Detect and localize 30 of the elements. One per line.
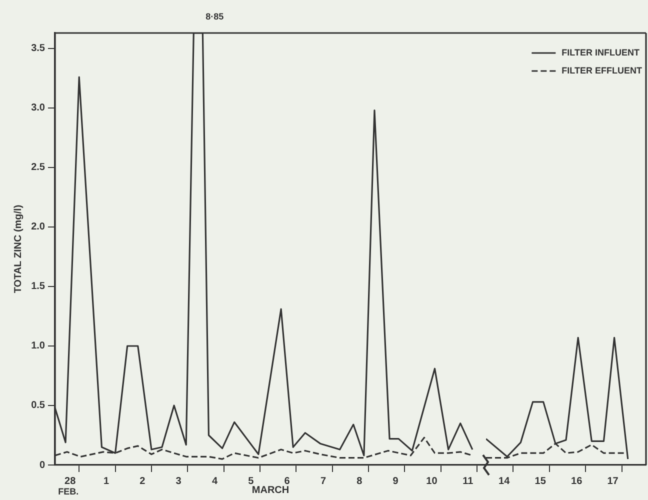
x-tick-label: 6 (284, 476, 290, 487)
y-tick-label: 0 (39, 460, 46, 471)
y-axis-title: TOTAL ZINC (mg/l) (12, 204, 24, 294)
x-tick-label: 10 (426, 476, 438, 487)
x-tick-label: 11 (462, 476, 474, 487)
y-tick-label: 2.5 (31, 162, 46, 174)
x-tick-label: 8 (356, 476, 363, 487)
y-tick-label: 1.0 (31, 340, 46, 352)
x-tick-label: 7 (320, 476, 326, 487)
x-tick-label: 17 (607, 476, 619, 487)
x-tick-label: 14 (498, 476, 510, 487)
x-tick-label: 9 (392, 476, 399, 487)
text: 8·85 (206, 11, 224, 22)
y-tick-label: 0.5 (31, 400, 46, 412)
x-tick-label: 3 (176, 476, 182, 487)
x-tick-label: 1 (103, 476, 110, 487)
y-tick-label: 3.5 (31, 43, 46, 54)
y-tick-label: 1.5 (31, 281, 46, 292)
x-tick-label: 2 (140, 476, 146, 487)
y-tick-label: 3.0 (31, 102, 46, 114)
x-tick-label: 5 (248, 476, 254, 487)
x-tick-label: 15 (534, 476, 547, 487)
x-tick-label: 28 (64, 476, 76, 487)
x-tick-label: 4 (212, 476, 218, 487)
x-axis-title: MARCH (252, 484, 290, 496)
text: FEB. (58, 486, 79, 496)
legend-label: FILTER INFLUENT (562, 47, 640, 58)
legend-label: FILTER EFFLUENT (562, 65, 643, 76)
x-tick-label: 16 (571, 476, 583, 487)
y-tick-label: 2.0 (31, 222, 46, 233)
